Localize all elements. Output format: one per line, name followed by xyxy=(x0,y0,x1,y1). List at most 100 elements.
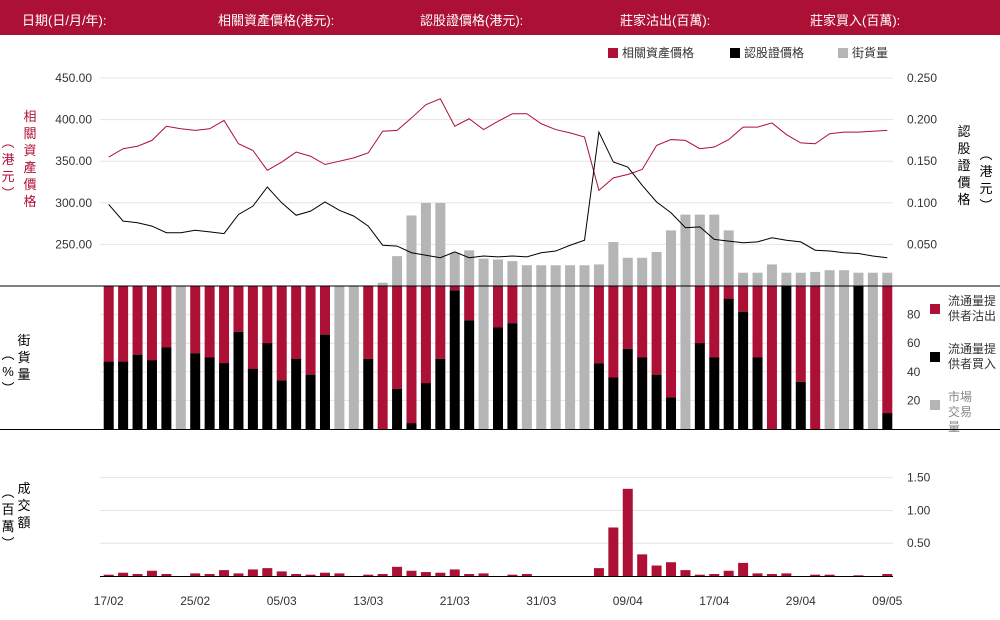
turnover-bar xyxy=(291,574,302,576)
header-lp-buy-label: 莊家買入(百萬): xyxy=(810,13,901,28)
outstanding-bar xyxy=(867,272,878,286)
lp-sell-bar xyxy=(694,286,705,345)
lp-sell-bar xyxy=(276,286,287,381)
lp-buy-bar xyxy=(305,374,316,429)
outstanding-bar xyxy=(651,251,662,286)
turnover-bar xyxy=(752,573,763,576)
market-volume-bar xyxy=(680,286,691,429)
turnover-bar xyxy=(204,574,215,576)
lp-sell-bar xyxy=(709,286,720,359)
lp-buy-bar xyxy=(882,413,893,429)
outstanding-bar xyxy=(608,242,619,286)
outstanding-bar xyxy=(709,214,720,286)
turnover-tick-label: 1.50 xyxy=(907,471,931,485)
underlying-tick-label: 250.00 xyxy=(55,237,92,251)
legend-warrant[interactable]: 認股證價格 xyxy=(730,44,804,61)
outstanding-bar xyxy=(752,272,763,286)
lp-sell-bar xyxy=(262,286,273,345)
legend-outstanding-label: 街貨量 xyxy=(852,46,889,60)
x-tick-label: 29/04 xyxy=(786,594,816,608)
lp-buy-bar xyxy=(132,354,143,429)
market-volume-bar xyxy=(175,286,186,429)
lp-sell-bar xyxy=(190,286,201,354)
legend-swatch-underlying xyxy=(608,48,618,58)
legend-swatch-lp-buy xyxy=(930,352,940,362)
lp-buy-bar xyxy=(118,361,129,429)
turnover-bar xyxy=(651,565,662,576)
turnover-bar xyxy=(276,571,287,576)
lp-sell-bar xyxy=(118,286,129,367)
x-tick-label: 09/04 xyxy=(613,594,643,608)
legend-underlying[interactable]: 相關資產價格 xyxy=(608,44,694,61)
lp-sell-bar xyxy=(738,286,749,312)
turnover-bar xyxy=(738,562,749,576)
lp-sell-bar xyxy=(766,286,777,429)
market-volume-bar xyxy=(579,286,590,429)
turnover-bar xyxy=(637,554,648,576)
turnover-bar xyxy=(262,568,273,576)
lp-buy-bar xyxy=(146,360,157,429)
outstanding-bar xyxy=(521,265,532,286)
right-axis-unit: ︵ 港元 ︶ xyxy=(979,147,993,213)
lp-buy-bar xyxy=(276,380,287,429)
outstanding-bar xyxy=(824,270,835,286)
market-volume-bar xyxy=(478,286,489,429)
header-lp-sell-label: 莊家沽出(百萬): xyxy=(620,13,711,28)
lp-sell-bar xyxy=(435,286,446,359)
x-tick-label: 09/05 xyxy=(872,594,902,608)
lp-buy-bar xyxy=(233,331,244,429)
outstanding-bar xyxy=(810,271,821,286)
percent-tick-label: 80 xyxy=(907,308,921,322)
lp-buy-bar xyxy=(420,383,431,429)
turnover-bar xyxy=(810,574,821,576)
market-volume-bar xyxy=(536,286,547,429)
outstanding-axis-title: 街貨量 xyxy=(17,333,31,382)
turnover-bar xyxy=(377,574,388,576)
turnover-bar xyxy=(694,574,705,576)
outstanding-bar xyxy=(536,265,547,286)
left-axis-title: 相關資產價格 xyxy=(23,109,37,209)
lp-buy-bar xyxy=(593,363,604,429)
outstanding-bar xyxy=(738,272,749,286)
warrant-tick-label: 0.150 xyxy=(907,154,937,168)
turnover-bar xyxy=(622,488,633,576)
lp-sell-bar xyxy=(810,286,821,429)
outstanding-bar xyxy=(666,230,677,286)
outstanding-bar xyxy=(766,264,777,286)
market-volume-bar xyxy=(334,286,345,429)
lp-sell-bar xyxy=(377,286,388,429)
lp-sell-bar xyxy=(319,286,330,335)
legend-lp-buy-label: 流通量提 供者買入 xyxy=(948,342,997,371)
turnover-bar xyxy=(478,573,489,576)
legend-underlying-label: 相關資產價格 xyxy=(622,46,695,60)
lp-buy-bar xyxy=(608,377,619,429)
outstanding-bars xyxy=(377,203,893,286)
lp-sell-bar xyxy=(219,286,230,365)
lp-sell-bar xyxy=(103,286,114,367)
outstanding-bar xyxy=(449,252,460,286)
outstanding-bar xyxy=(622,257,633,286)
legend-outstanding[interactable]: 街貨量 xyxy=(838,44,888,61)
lp-sell-bar xyxy=(464,286,475,321)
outstanding-bar xyxy=(781,272,792,286)
lp-buy-bar xyxy=(622,348,633,429)
outstanding-bar xyxy=(839,270,850,286)
turnover-bar xyxy=(593,568,604,576)
outstanding-bar xyxy=(680,214,691,286)
outstanding-axis-unit: ︵% ︶ xyxy=(1,347,15,396)
lp-sell-bar xyxy=(363,286,374,359)
legend-market-label: 市場 交易量 xyxy=(948,390,973,434)
turnover-bar xyxy=(666,562,677,576)
percent-tick-label: 40 xyxy=(907,365,921,379)
underlying-price-line xyxy=(108,98,888,192)
lp-buy-bar xyxy=(781,286,792,429)
turnover-bar xyxy=(608,527,619,576)
market-volume-bar xyxy=(867,286,878,429)
lp-buy-bar xyxy=(435,358,446,429)
turnover-bar xyxy=(723,570,734,576)
lp-buy-bar xyxy=(262,343,273,429)
lp-sell-bar xyxy=(493,286,503,328)
outstanding-bar xyxy=(882,272,893,286)
turnover-bar xyxy=(507,574,518,576)
turnover-bar xyxy=(363,574,374,576)
